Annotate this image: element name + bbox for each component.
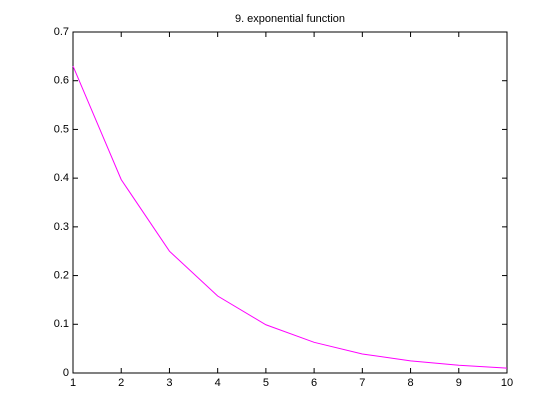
x-tick-label: 5: [263, 377, 269, 389]
y-tick-label: 0.6: [54, 75, 69, 87]
y-tick-label: 0: [63, 367, 69, 379]
x-tick-label: 10: [501, 377, 513, 389]
y-tick-label: 0.7: [54, 26, 69, 38]
x-tick-label: 2: [118, 377, 124, 389]
y-tick-label: 0.5: [54, 123, 69, 135]
x-tick-label: 4: [215, 377, 221, 389]
x-tick-label: 3: [166, 377, 172, 389]
axes-box: [72, 31, 508, 374]
x-tick-label: 8: [407, 377, 413, 389]
y-tick-label: 0.3: [54, 221, 69, 233]
chart-title: 9. exponential function: [235, 13, 345, 25]
x-tick-label: 1: [70, 377, 76, 389]
y-tick-label: 0.2: [54, 269, 69, 281]
data-line: [72, 65, 508, 369]
x-tick-label: 9: [456, 377, 462, 389]
x-tick-label: 7: [359, 377, 365, 389]
x-tick-label: 6: [311, 377, 317, 389]
y-tick-label: 0.1: [54, 318, 69, 330]
y-tick-label: 0.4: [54, 172, 69, 184]
